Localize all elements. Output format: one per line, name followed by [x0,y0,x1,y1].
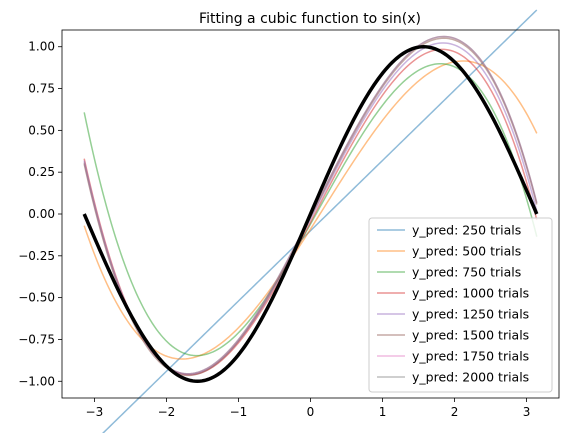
plot-lines [82,9,539,433]
series-line-2 [83,60,538,360]
y-tick-label: −0.75 [18,332,55,346]
legend-label: y_pred: 750 trials [412,265,521,280]
y-axis-ticks: −1.00 −0.75 −0.50 −0.25 0.00 0.25 0.50 0.75 1.00 [18,40,62,388]
legend-label: y_pred: 250 trials [412,223,521,238]
y-tick-label: 1.00 [28,40,55,54]
y-tick-label: −1.00 [18,374,55,388]
legend-label: y_pred: 1000 trials [412,286,529,301]
x-tick-label: −1 [230,405,248,419]
x-tick-label: 3 [523,405,531,419]
y-tick-label: 0.00 [28,207,55,221]
legend-label: y_pred: 1250 trials [412,307,529,322]
y-tick-label: 0.50 [28,123,55,137]
legend-label: y_pred: 500 trials [412,244,521,259]
x-tick-label: −3 [86,405,104,419]
x-tick-label: 0 [307,405,315,419]
y-tick-label: 0.75 [28,82,55,96]
x-tick-label: −2 [158,405,176,419]
y-tick-label: 0.25 [28,165,55,179]
y-tick-label: −0.50 [18,291,55,305]
y-tick-label: −0.25 [18,249,55,263]
legend-label: y_pred: 1750 trials [412,349,529,364]
legend: y_pred: 250 trials y_pred: 500 trials y_pr… [368,217,553,393]
legend-label: y_pred: 2000 trials [412,370,529,385]
legend-label: y_pred: 1500 trials [412,328,529,343]
legend-frame [368,217,553,393]
x-tick-label: 1 [379,405,387,419]
reference-sin-line [82,44,539,384]
chart-title: Fitting a cubic function to sin(x) [199,11,421,27]
x-tick-label: 2 [451,405,459,419]
series-line-1 [102,9,538,433]
x-axis-ticks: −3 −2 −1 0 1 2 3 [86,398,531,419]
